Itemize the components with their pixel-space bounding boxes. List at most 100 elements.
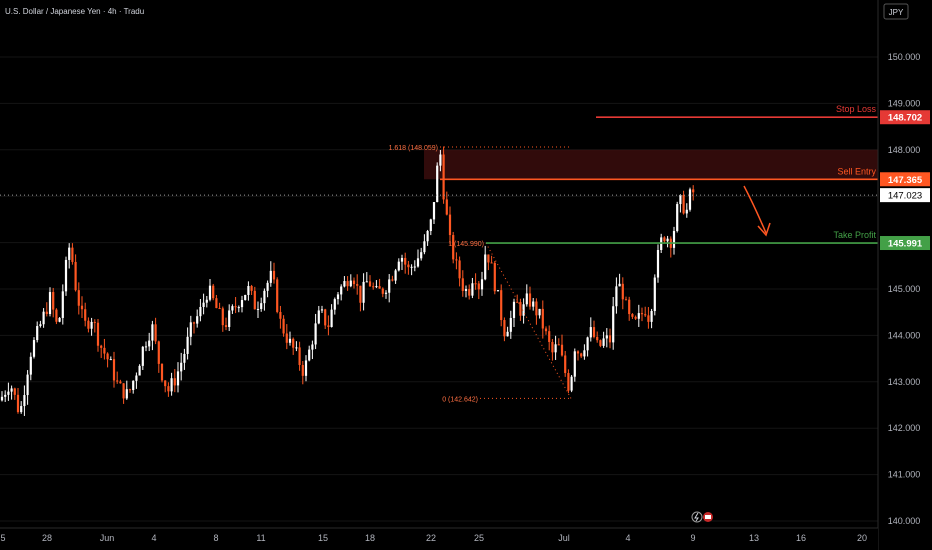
candle-body xyxy=(397,261,400,271)
candle-body xyxy=(192,322,196,324)
candle-body xyxy=(263,290,266,304)
time-axis[interactable] xyxy=(0,528,878,550)
candle-body xyxy=(148,340,151,347)
candle-body xyxy=(324,309,327,326)
candle-body xyxy=(442,154,445,200)
candle-body xyxy=(295,347,298,349)
candle-body xyxy=(503,320,506,337)
candle-body xyxy=(519,302,522,316)
candle-body xyxy=(471,283,474,296)
level-badge-label: 145.991 xyxy=(888,239,923,250)
candle-body xyxy=(432,202,436,220)
candle-body xyxy=(116,380,119,382)
candle-body xyxy=(365,281,368,283)
candle-body xyxy=(381,288,384,294)
candle-body xyxy=(628,299,631,315)
candle-body xyxy=(160,363,164,381)
candle-body xyxy=(199,306,202,317)
candle-body xyxy=(250,286,253,291)
candle-body xyxy=(663,237,666,242)
candle-body xyxy=(122,383,125,399)
price-axis[interactable] xyxy=(878,0,932,550)
level-price-badges: 148.702 147.365 145.991 147.023 xyxy=(880,110,930,251)
candle-body xyxy=(445,199,448,215)
candle-body xyxy=(61,291,64,318)
candle-body xyxy=(45,311,48,315)
candle-body xyxy=(20,406,23,413)
candle-body xyxy=(29,356,32,375)
candle-body xyxy=(68,247,71,260)
candle-body xyxy=(452,235,455,260)
candle-body xyxy=(512,301,516,318)
candle-body xyxy=(106,353,109,360)
candle-body xyxy=(352,280,356,285)
candle-body xyxy=(103,347,106,354)
price-tick-label: 143.000 xyxy=(888,377,921,387)
candle-body xyxy=(522,304,525,316)
candle-body xyxy=(42,311,45,325)
candle-body xyxy=(420,252,423,259)
candle-body xyxy=(496,290,500,292)
candle-body xyxy=(535,301,538,316)
lightning-icon xyxy=(691,511,703,523)
sell-zone-box xyxy=(424,149,878,180)
candle-body xyxy=(583,350,586,357)
candle-body xyxy=(650,310,653,322)
candle-body xyxy=(685,209,688,214)
candle-body xyxy=(58,317,61,322)
candle-body xyxy=(490,262,493,264)
event-icons[interactable] xyxy=(691,511,713,523)
candle-body xyxy=(125,389,128,399)
candle-body xyxy=(525,293,528,305)
candle-body xyxy=(506,331,509,337)
candle-body xyxy=(154,324,157,342)
candle-body xyxy=(32,340,36,357)
candle-body xyxy=(253,290,256,310)
candle-body xyxy=(410,266,413,268)
candle-body xyxy=(608,335,612,343)
candle-body xyxy=(215,298,218,309)
level-badge-label: 148.702 xyxy=(888,113,922,124)
candle-body xyxy=(682,195,685,214)
candle-body xyxy=(36,326,39,341)
currency-badge[interactable] xyxy=(883,3,909,20)
candle-body xyxy=(80,305,84,310)
candle-body xyxy=(605,335,608,339)
candle-body xyxy=(615,286,618,307)
candle-body xyxy=(247,286,250,295)
candle-body xyxy=(500,290,503,321)
candle-body xyxy=(84,309,87,321)
candle-body xyxy=(135,375,138,381)
candle-body xyxy=(266,282,269,291)
candle-body xyxy=(413,266,416,268)
candle-body xyxy=(416,258,420,267)
candle-body xyxy=(592,327,596,337)
candle-body xyxy=(285,333,288,343)
candle-body xyxy=(173,378,176,386)
time-tick-label: 20 xyxy=(857,533,867,543)
candle-body xyxy=(71,247,74,262)
candle-body xyxy=(560,344,564,356)
candle-body xyxy=(189,322,192,337)
candle-body xyxy=(692,189,695,193)
candle-body xyxy=(276,279,279,312)
candle-body xyxy=(624,299,628,301)
candle-body xyxy=(314,323,317,345)
candle-body xyxy=(279,311,282,319)
candle-body xyxy=(292,338,295,348)
candle-body xyxy=(653,277,656,311)
level-label: Stop Loss xyxy=(836,104,877,114)
candle-body xyxy=(304,360,308,376)
time-tick-label: 4 xyxy=(151,533,156,543)
candle-body xyxy=(298,347,301,365)
candle-body xyxy=(301,364,304,376)
candle-body xyxy=(77,290,80,306)
candle-body xyxy=(333,299,336,310)
candle-body xyxy=(557,344,560,346)
candle-body xyxy=(388,279,391,293)
candle-body xyxy=(346,281,349,287)
candle-body xyxy=(493,262,496,292)
time-tick-label: 11 xyxy=(256,533,265,543)
